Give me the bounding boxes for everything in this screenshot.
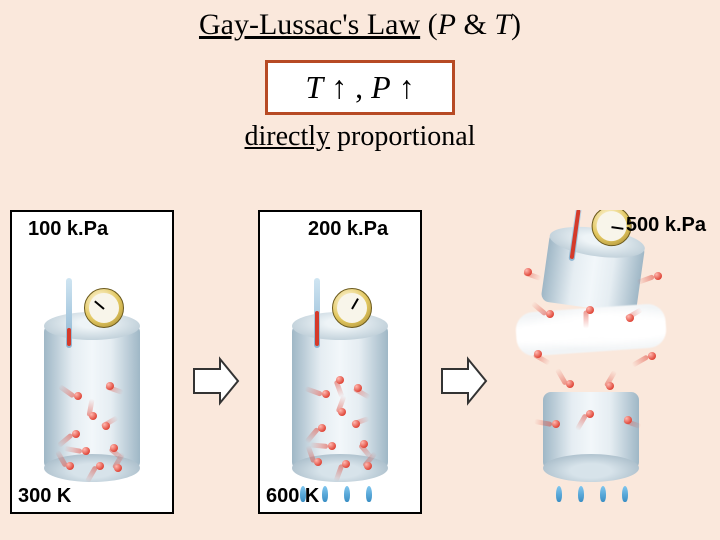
cylinder-3-bottom bbox=[543, 382, 639, 482]
arrow-icon bbox=[440, 355, 488, 415]
relation-arrow2: ↑ bbox=[399, 69, 415, 105]
cylinder-2 bbox=[292, 312, 388, 482]
relation-arrow1: ↑ bbox=[331, 69, 347, 105]
arrow-icon bbox=[192, 355, 240, 415]
title-law-name: Gay-Lussac's Law bbox=[199, 8, 420, 41]
page-title: Gay-Lussac's Law (P & T) bbox=[0, 0, 720, 42]
title-var-p: P bbox=[438, 8, 456, 41]
flame-icon bbox=[556, 486, 562, 502]
flame-icon bbox=[622, 486, 628, 502]
title-open: ( bbox=[428, 8, 438, 41]
panel-3-pressure: 500 k.Pa bbox=[626, 214, 706, 237]
panel-1-temperature: 300 K bbox=[18, 485, 71, 508]
flame-icon bbox=[344, 486, 350, 502]
panel-2-pressure: 200 k.Pa bbox=[308, 218, 388, 241]
flame-icon bbox=[578, 486, 584, 502]
pressure-gauge-icon bbox=[84, 288, 124, 328]
panel-3 bbox=[506, 210, 676, 510]
flame-icon bbox=[366, 486, 372, 502]
proportional-word: proportional bbox=[337, 121, 475, 152]
cylinder-1 bbox=[44, 312, 140, 482]
flame-icon bbox=[300, 486, 306, 502]
relation-sep: , bbox=[355, 69, 371, 105]
proportional-directly: directly bbox=[245, 121, 331, 152]
relation-var-t: T bbox=[305, 69, 323, 105]
panel-1-pressure: 100 k.Pa bbox=[28, 218, 108, 241]
flame-icon bbox=[322, 486, 328, 502]
relation-var-p: P bbox=[371, 69, 391, 105]
thermometer-icon bbox=[314, 278, 320, 348]
panel-2-temperature: 600 K bbox=[266, 485, 319, 508]
panel-1: 100 k.Pa 300 K bbox=[10, 210, 174, 514]
panels-row: 100 k.Pa 300 K 200 k.Pa bbox=[10, 210, 710, 530]
title-var-t: T bbox=[494, 8, 511, 41]
panel-2: 200 k.Pa 600 K bbox=[258, 210, 422, 514]
thermometer-icon bbox=[66, 278, 72, 348]
proportional-text: directly proportional bbox=[0, 121, 720, 153]
pressure-gauge-icon bbox=[332, 288, 372, 328]
relation-box: T ↑ , P ↑ bbox=[265, 60, 455, 115]
flame-icon bbox=[600, 486, 606, 502]
